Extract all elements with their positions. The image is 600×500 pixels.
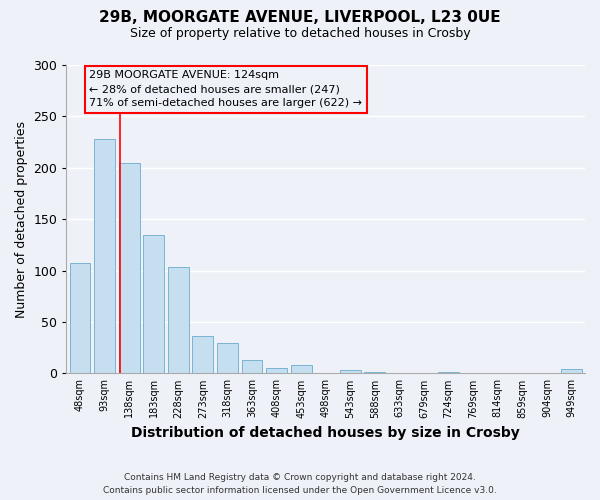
Text: 29B MOORGATE AVENUE: 124sqm
← 28% of detached houses are smaller (247)
71% of se: 29B MOORGATE AVENUE: 124sqm ← 28% of det… — [89, 70, 362, 108]
Bar — [70, 264, 91, 374]
Bar — [193, 336, 213, 374]
Bar — [217, 342, 238, 374]
Text: 29B, MOORGATE AVENUE, LIVERPOOL, L23 0UE: 29B, MOORGATE AVENUE, LIVERPOOL, L23 0UE — [99, 10, 501, 25]
Bar — [561, 370, 582, 374]
Bar — [168, 266, 189, 374]
Bar — [242, 360, 262, 374]
Bar — [266, 368, 287, 374]
Bar — [364, 372, 385, 374]
Bar — [291, 365, 311, 374]
Bar — [119, 162, 140, 374]
Text: Contains HM Land Registry data © Crown copyright and database right 2024.
Contai: Contains HM Land Registry data © Crown c… — [103, 473, 497, 495]
Text: Size of property relative to detached houses in Crosby: Size of property relative to detached ho… — [130, 28, 470, 40]
Bar — [340, 370, 361, 374]
Bar — [143, 234, 164, 374]
Y-axis label: Number of detached properties: Number of detached properties — [15, 120, 28, 318]
X-axis label: Distribution of detached houses by size in Crosby: Distribution of detached houses by size … — [131, 426, 520, 440]
Bar — [94, 139, 115, 374]
Bar — [438, 372, 459, 374]
